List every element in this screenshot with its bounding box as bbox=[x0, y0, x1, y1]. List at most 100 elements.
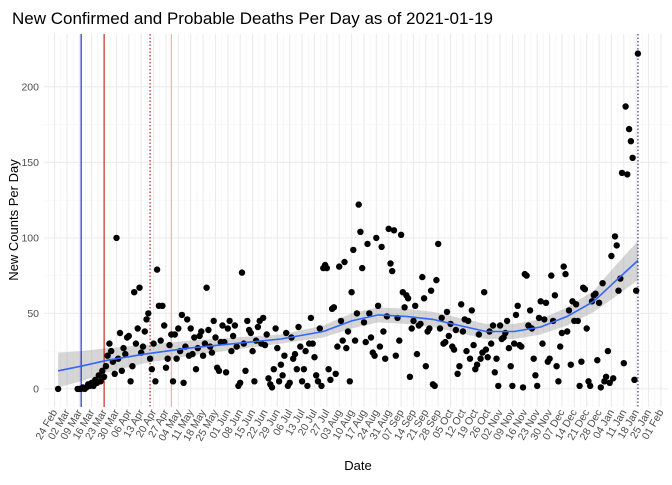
data-point bbox=[260, 314, 267, 322]
data-point bbox=[581, 286, 589, 293]
data-point bbox=[578, 358, 585, 365]
data-point bbox=[366, 310, 373, 317]
data-point bbox=[431, 382, 438, 390]
data-point bbox=[602, 373, 610, 380]
data-point bbox=[546, 355, 553, 362]
data-point bbox=[481, 289, 488, 296]
data-point bbox=[350, 246, 357, 254]
data-point bbox=[242, 367, 249, 374]
data-point bbox=[519, 384, 527, 391]
data-point bbox=[376, 343, 384, 350]
data-point bbox=[166, 341, 173, 349]
data-point bbox=[229, 332, 237, 340]
data-point bbox=[298, 378, 306, 385]
data-point bbox=[608, 252, 615, 260]
data-point bbox=[410, 317, 417, 325]
data-point bbox=[503, 317, 511, 325]
data-point bbox=[620, 360, 627, 367]
data-point bbox=[622, 103, 629, 110]
data-point bbox=[134, 325, 141, 332]
data-point bbox=[208, 349, 216, 356]
data-point bbox=[222, 369, 230, 376]
data-point bbox=[201, 340, 209, 347]
data-point bbox=[518, 343, 525, 350]
data-point bbox=[587, 382, 594, 390]
data-point bbox=[357, 228, 364, 235]
data-point bbox=[116, 329, 124, 337]
data-point bbox=[171, 331, 178, 338]
data-point bbox=[604, 347, 612, 355]
data-point bbox=[475, 331, 483, 338]
data-point bbox=[456, 363, 463, 370]
data-point bbox=[157, 337, 164, 344]
data-point bbox=[104, 352, 111, 359]
data-point bbox=[127, 378, 134, 385]
data-point bbox=[422, 363, 429, 370]
data-point bbox=[337, 317, 345, 325]
data-point bbox=[495, 382, 502, 390]
data-point bbox=[597, 384, 604, 391]
data-point bbox=[300, 366, 308, 373]
band-layer bbox=[58, 240, 638, 388]
data-points bbox=[54, 50, 642, 393]
data-point bbox=[254, 323, 262, 331]
data-point bbox=[118, 367, 126, 374]
data-point bbox=[611, 233, 619, 240]
data-point bbox=[385, 225, 392, 232]
data-point bbox=[283, 329, 290, 337]
data-point bbox=[595, 299, 603, 306]
data-point bbox=[263, 331, 270, 338]
data-point bbox=[627, 138, 635, 145]
y-tick-label: 0 bbox=[33, 384, 39, 396]
data-point bbox=[304, 382, 311, 390]
data-point bbox=[505, 344, 513, 352]
data-point bbox=[332, 370, 339, 377]
data-point bbox=[606, 379, 613, 386]
data-point bbox=[122, 350, 129, 358]
data-point bbox=[161, 322, 168, 329]
data-point bbox=[560, 263, 567, 270]
data-point bbox=[436, 325, 444, 332]
data-point bbox=[360, 319, 368, 326]
data-point bbox=[148, 366, 155, 373]
y-tick-label: 100 bbox=[21, 233, 39, 245]
data-point bbox=[341, 258, 348, 266]
data-point bbox=[452, 326, 460, 334]
data-point bbox=[111, 370, 118, 377]
data-point bbox=[146, 355, 154, 362]
data-point bbox=[191, 334, 198, 341]
data-point bbox=[125, 332, 132, 340]
data-point bbox=[426, 325, 433, 332]
data-point bbox=[270, 366, 277, 373]
data-point bbox=[323, 264, 330, 272]
data-point bbox=[374, 302, 382, 309]
data-point bbox=[459, 328, 467, 335]
data-point bbox=[164, 355, 171, 362]
data-point bbox=[551, 292, 559, 299]
data-point bbox=[210, 317, 217, 325]
data-point bbox=[346, 378, 353, 385]
data-point bbox=[477, 355, 484, 362]
data-point bbox=[470, 341, 477, 349]
data-point bbox=[189, 350, 196, 358]
data-point bbox=[302, 347, 309, 355]
data-point bbox=[178, 311, 186, 319]
data-point bbox=[247, 329, 254, 337]
data-point bbox=[624, 171, 631, 178]
data-point bbox=[162, 364, 170, 371]
data-point bbox=[143, 316, 150, 323]
data-point bbox=[389, 267, 396, 275]
data-point bbox=[351, 337, 359, 344]
data-point bbox=[153, 266, 161, 273]
data-point bbox=[468, 307, 475, 314]
data-point bbox=[537, 298, 544, 305]
data-point bbox=[231, 322, 239, 329]
data-point bbox=[489, 322, 497, 329]
y-axis-title: New Counts Per Day bbox=[6, 159, 21, 281]
data-point bbox=[427, 287, 435, 294]
data-point bbox=[106, 340, 113, 347]
data-point bbox=[564, 328, 571, 335]
data-point bbox=[387, 260, 394, 267]
data-point bbox=[541, 316, 548, 323]
